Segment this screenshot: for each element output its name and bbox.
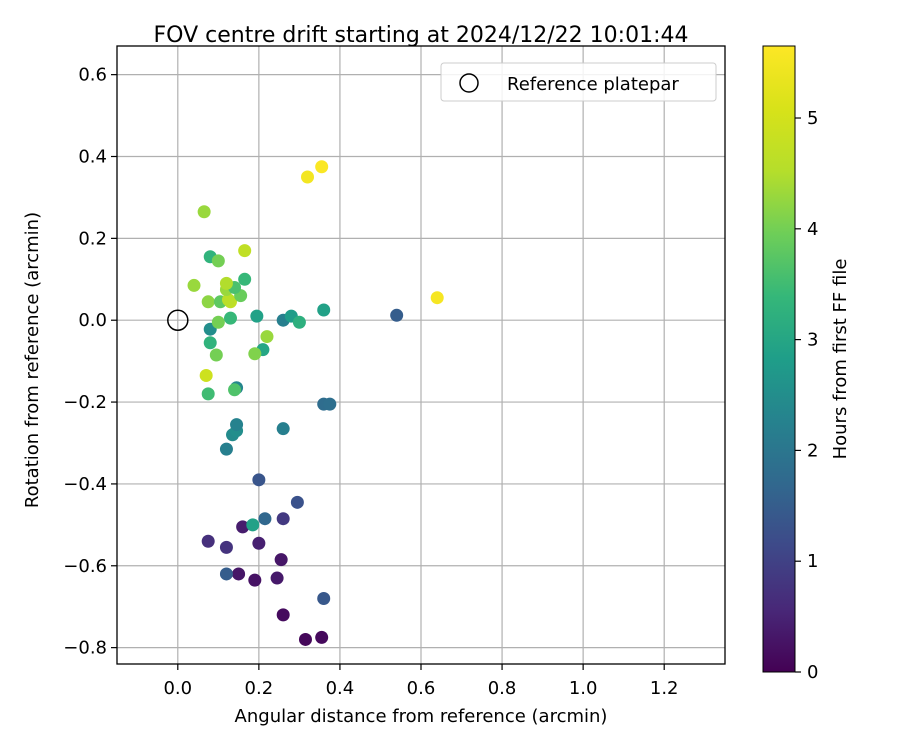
data-point — [317, 303, 331, 317]
data-point — [276, 512, 290, 526]
colorbar-tick-label: 3 — [807, 330, 818, 351]
data-point — [236, 520, 250, 534]
data-point — [219, 276, 233, 290]
colorbar: 0 1 2 3 4 5 Hours from first FF file — [762, 45, 851, 683]
legend: Reference platepar — [440, 62, 717, 102]
data-point — [290, 495, 304, 509]
data-point — [219, 567, 233, 581]
data-point — [246, 518, 260, 532]
grid — [117, 46, 725, 664]
data-point — [219, 442, 233, 456]
data-point — [230, 418, 244, 432]
colorbar-tick-label: 1 — [807, 551, 818, 572]
x-tick-label: 0.2 — [245, 678, 274, 699]
colorbar-tick-label: 0 — [807, 662, 818, 683]
colorbar-label: Hours from first FF file — [830, 259, 851, 460]
data-point — [315, 630, 329, 644]
y-tick-label: −0.4 — [63, 474, 107, 495]
data-point — [252, 536, 266, 550]
y-tick-label: −0.2 — [63, 392, 107, 413]
data-point — [211, 254, 225, 268]
data-point — [258, 512, 272, 526]
chart-title: FOV centre drift starting at 2024/12/22 … — [154, 23, 689, 48]
reference-marker-layer — [167, 309, 189, 331]
data-point — [248, 573, 262, 587]
data-point — [238, 272, 252, 286]
data-point — [201, 387, 215, 401]
x-tick-label: 1.2 — [650, 678, 679, 699]
data-point — [298, 632, 312, 646]
colorbar-tick-label: 4 — [807, 219, 818, 240]
data-points — [187, 160, 444, 646]
data-point — [211, 315, 225, 329]
y-tick-label: 0.0 — [78, 310, 107, 331]
data-point — [203, 336, 217, 350]
data-point — [323, 397, 337, 411]
data-point — [201, 295, 215, 309]
legend-label: Reference platepar — [507, 74, 679, 95]
y-tick-label: 0.2 — [78, 228, 107, 249]
data-point — [301, 170, 315, 184]
data-point — [197, 205, 211, 219]
colorbar-tick-label: 5 — [807, 108, 818, 129]
y-tick-label: 0.6 — [78, 65, 107, 86]
data-point — [250, 309, 264, 323]
x-tick-label: 0.8 — [488, 678, 517, 699]
y-tick-label: 0.4 — [78, 147, 107, 168]
x-tick-label: 0.0 — [163, 678, 192, 699]
data-point — [315, 160, 329, 174]
data-point — [274, 553, 288, 567]
legend-reference-marker — [459, 73, 479, 93]
colorbar-gradient — [762, 45, 796, 673]
y-axis-ticks: −0.8 −0.6 −0.4 −0.2 0.0 0.2 0.4 0.6 — [63, 65, 117, 659]
colorbar-ticks: 0 1 2 3 4 5 — [795, 108, 818, 683]
colorbar-tick-label: 2 — [807, 440, 818, 461]
data-point — [209, 348, 223, 362]
data-point — [223, 311, 237, 325]
x-axis-ticks: 0.0 0.2 0.4 0.6 0.8 1.0 1.2 — [163, 664, 679, 699]
y-axis-label: Rotation from reference (arcmin) — [22, 212, 43, 508]
data-point — [430, 291, 444, 305]
data-point — [276, 608, 290, 622]
x-tick-label: 1.0 — [569, 678, 598, 699]
x-tick-label: 0.6 — [407, 678, 436, 699]
x-axis-label: Angular distance from reference (arcmin) — [235, 706, 608, 727]
data-point — [252, 473, 266, 487]
data-point — [201, 534, 215, 548]
legend-box — [440, 62, 717, 102]
y-tick-label: −0.6 — [63, 556, 107, 577]
data-point — [270, 571, 284, 585]
data-point — [238, 244, 252, 258]
data-point — [390, 308, 404, 322]
data-point — [228, 383, 242, 397]
x-tick-label: 0.4 — [326, 678, 355, 699]
data-point — [260, 330, 274, 344]
data-point — [199, 368, 213, 382]
data-point — [292, 315, 306, 329]
data-point — [219, 540, 233, 554]
data-point — [276, 422, 290, 436]
data-point — [248, 347, 262, 361]
y-tick-label: −0.8 — [63, 638, 107, 659]
reference-platepar-marker — [167, 309, 189, 331]
data-point — [221, 293, 235, 307]
data-point — [232, 567, 246, 581]
data-point — [317, 592, 331, 606]
data-point — [187, 278, 201, 292]
